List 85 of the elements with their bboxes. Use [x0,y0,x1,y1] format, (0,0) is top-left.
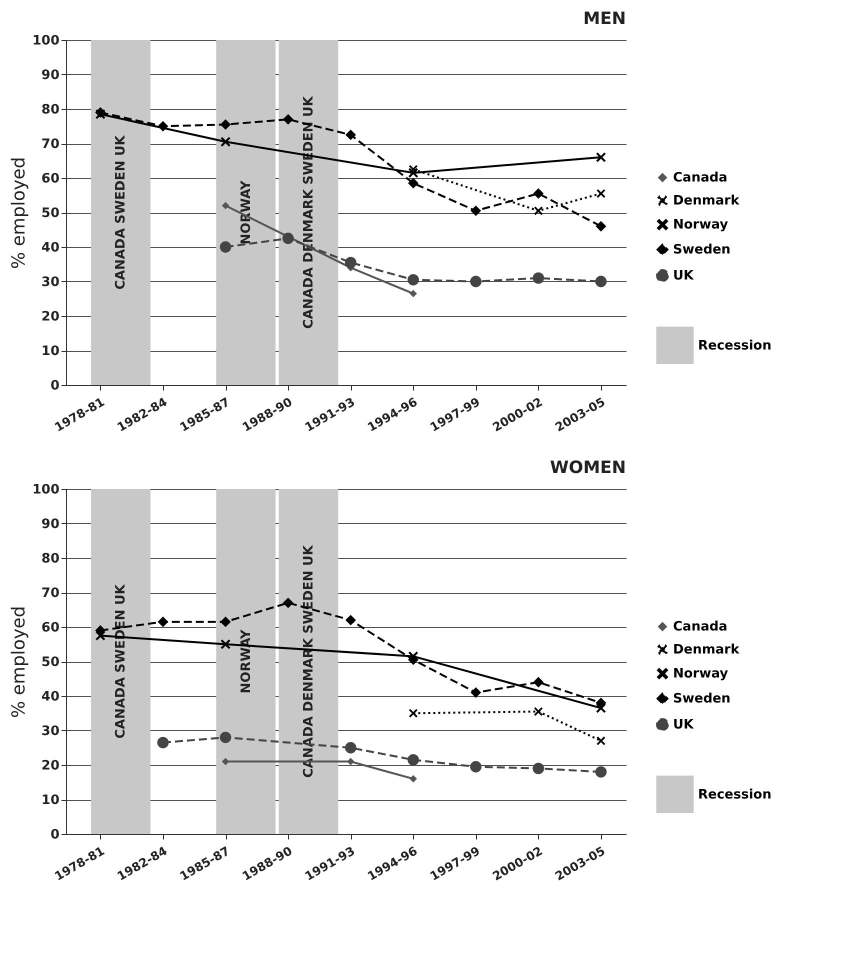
point [220,616,231,628]
point [595,766,607,778]
y-tick-label: 30 [41,275,60,290]
y-tick-label: 10 [41,793,60,808]
y-tick-label: 80 [41,552,60,566]
point [533,188,544,199]
point [222,202,230,210]
y-tick-label: 50 [41,206,60,221]
point [95,625,106,636]
point [470,206,482,216]
point [408,274,419,286]
legend-label: Norway [673,666,729,682]
point [596,189,606,198]
legend-label: Denmark [673,194,740,209]
point [220,241,232,253]
y-tick-label: 100 [32,34,60,48]
band-label: CANADA SWEDEN UK [114,134,129,290]
point [470,761,482,772]
point [408,708,418,718]
y-tick-label: 100 [32,482,60,498]
point [345,614,356,626]
point [596,736,606,746]
y-tick-label: 20 [41,758,60,774]
legend-label: Norway [673,218,729,233]
y-tick-label: 30 [41,724,60,739]
y-tick-label: 70 [41,586,60,601]
point [282,114,294,125]
y-tick-label: 90 [41,68,60,83]
point [344,742,356,754]
point [344,256,356,268]
point [282,232,294,244]
legend-label: Sweden [673,692,731,707]
y-tick-label: 10 [41,344,60,359]
point [408,168,418,178]
point [157,736,169,748]
y-tick-label: 80 [41,102,60,118]
legend-label: Denmark [673,642,740,658]
legend-label: UK [673,268,695,284]
y-tick-label: 40 [41,690,60,704]
y-tick-label: 0 [50,378,60,394]
y-tick-label: 50 [41,655,60,670]
legend-label: Canada [673,620,728,635]
point [596,221,606,232]
point [282,598,294,608]
y-tick-label: 70 [41,137,60,152]
chart-title: MEN [583,9,626,29]
y-tick-label: 0 [50,828,60,842]
band-label: NORWAY [238,628,254,694]
y-tick-label: 60 [41,172,60,186]
text: Recession [698,338,772,354]
point [534,707,543,716]
legend-label: Canada [673,170,728,186]
point [532,762,544,774]
y-axis-title: % employed [8,156,30,270]
point [220,639,230,650]
point [158,616,168,628]
point [408,178,419,188]
point [533,676,544,688]
point [410,775,417,783]
point [534,206,543,216]
point [158,120,168,132]
y-tick-label: 20 [41,310,60,324]
chart-title: WOMEN [550,458,626,478]
point [410,290,417,298]
point [408,654,419,666]
y-tick-label: 90 [41,517,60,532]
point [470,687,482,698]
point [408,754,419,766]
legend-label: UK [673,718,695,733]
point [220,732,232,744]
point [345,130,356,140]
point [220,136,230,147]
point [470,276,482,288]
point [596,698,606,708]
band-label: NORWAY [238,180,254,244]
point [532,272,544,284]
y-axis-title: % employed [8,606,30,718]
point [595,276,607,288]
y-tick-label: 60 [41,620,60,636]
legend-label: Sweden [673,242,731,258]
point [220,119,231,130]
point [222,758,230,766]
text: Recession [698,787,772,802]
point [596,152,606,162]
y-tick-label: 40 [41,240,60,256]
